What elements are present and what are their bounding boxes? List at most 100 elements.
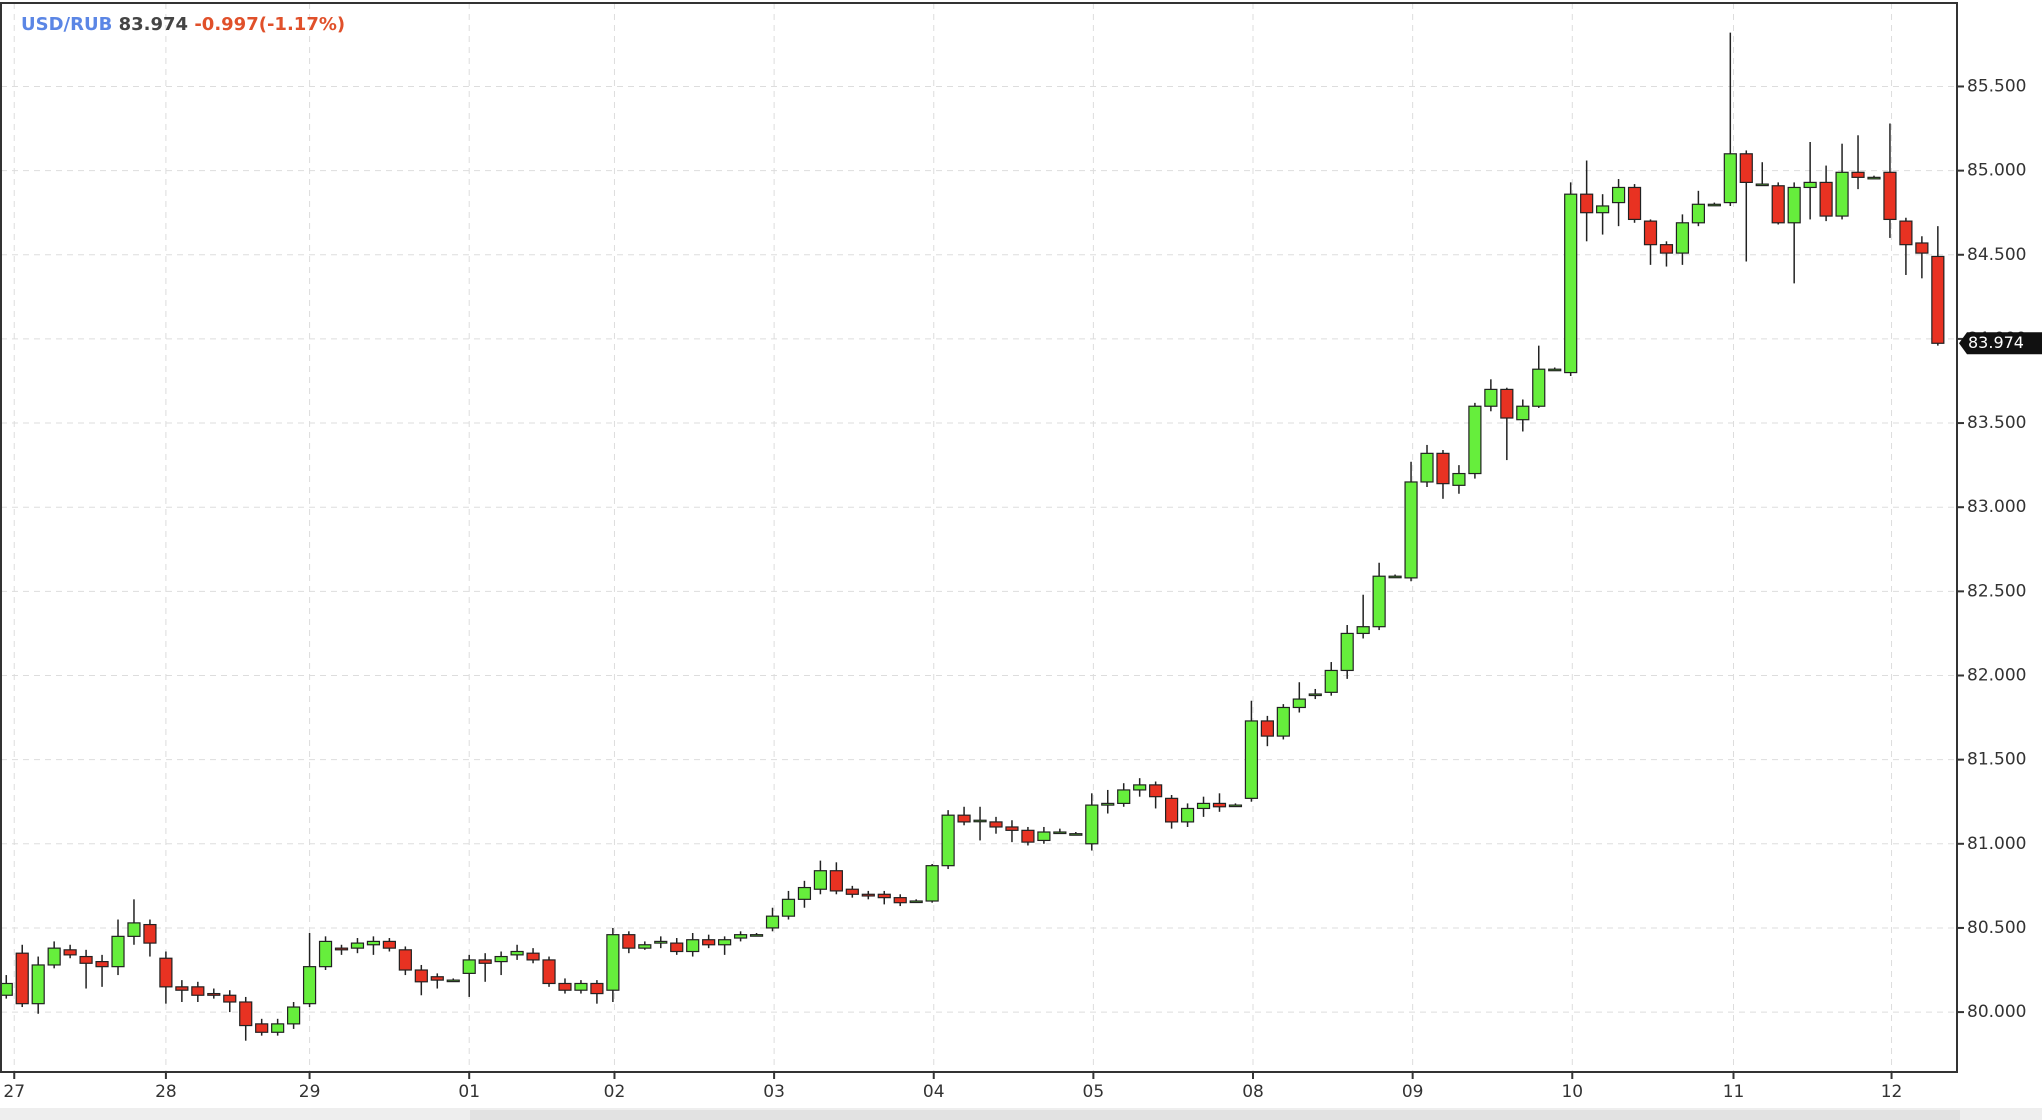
candle-body [1164,797,1179,823]
candle-body [1452,472,1466,486]
candle-body [207,992,221,996]
candle-body [1085,804,1099,845]
x-tick-label: 09 [1402,1082,1424,1102]
x-tick-label: 12 [1881,1082,1903,1102]
candle-body [606,934,620,991]
x-tick-label: 01 [458,1082,480,1102]
candle-body [957,814,971,823]
candle-body [718,939,732,946]
y-tick-label: 80.000 [1967,1002,2026,1022]
candle-body [861,893,875,897]
candle-body [1436,452,1450,485]
candle-body [1516,405,1530,421]
candle-body [334,947,349,951]
candle-body [1404,481,1418,579]
y-tick-label: 85.500 [1967,76,2026,96]
candle-body [175,986,189,991]
candle-body [574,982,588,991]
candle-body [271,1023,285,1033]
candle-body [95,960,109,968]
candle-body [1532,368,1546,407]
candle-body [1899,220,1913,246]
last-price: 83.974 [119,14,188,35]
candle-body [1372,575,1386,628]
candle-body [925,865,939,902]
candle-body [350,942,365,949]
candles [0,32,1945,1041]
candle-body [510,950,524,956]
candle-body [877,893,891,899]
candle-body [1643,220,1658,246]
candle-body [558,982,572,991]
y-tick-label: 82.500 [1967,581,2026,601]
candle-body [590,982,604,995]
candle-body [1755,183,1769,187]
candle-body [1851,171,1865,178]
candle-body [1021,829,1035,843]
header: USD/RUB 83.974 -0.997(-1.17%) [21,14,345,35]
x-tick-label: 05 [1083,1082,1105,1102]
candle-body [318,940,333,968]
x-tick-label: 10 [1561,1082,1583,1102]
candle-body [31,964,45,1005]
candle-body [1101,802,1115,806]
candle-body [1356,626,1370,635]
candle-body [1611,186,1626,204]
candle-body [63,949,77,956]
candle-body [797,886,812,900]
candle-body [1244,720,1259,799]
candle-body [1915,242,1929,254]
candle-body [1324,669,1338,693]
candle-body [1468,405,1482,475]
candle-body [1276,706,1290,737]
candle-body [1580,193,1594,214]
candle-body [973,819,987,823]
candle-body [893,897,907,904]
candle-body [287,1006,301,1025]
candle-body [1228,804,1243,808]
candle-body [638,944,652,949]
candle-body [159,957,173,988]
candle-body [1707,203,1721,207]
candle-body [1484,388,1498,407]
candle-body [1133,784,1147,791]
candle-body [302,966,317,1005]
candle-body [670,942,684,953]
candle-body [1149,784,1163,798]
candle-body [111,935,125,968]
y-tick-label: 82.000 [1967,666,2026,686]
plot-frame [0,2,1958,1073]
candle-body [1117,789,1131,805]
candle-body [1739,153,1753,184]
candle-body [382,940,396,949]
candle-body [1931,255,1945,344]
candle-body [781,898,796,917]
candle-body [191,986,205,996]
candle-body [1867,176,1881,180]
candle-body [765,915,780,929]
candle-body [1308,693,1322,697]
y-tick-label: 84.500 [1967,245,2026,265]
candle-body [989,821,1003,828]
candle-body [366,940,381,946]
candle-body [1180,807,1195,823]
candle-body [686,939,700,953]
candle-body [1037,831,1051,842]
candle-body [1819,181,1833,217]
candle-body [526,952,540,961]
x-tick-label: 04 [923,1082,945,1102]
candle-body [749,934,764,937]
candle-body [941,814,955,867]
x-tick-label: 28 [155,1082,177,1102]
candle-body [1627,186,1642,221]
candle-body [79,955,93,964]
candle-body [1005,826,1019,831]
candle-body [1420,452,1434,483]
x-tick-label: 08 [1242,1082,1264,1102]
candle-body [1691,203,1705,224]
candle-body [1835,171,1849,217]
scrollbar[interactable] [470,1110,1960,1120]
y-tick-label: 83.000 [1967,497,2026,517]
